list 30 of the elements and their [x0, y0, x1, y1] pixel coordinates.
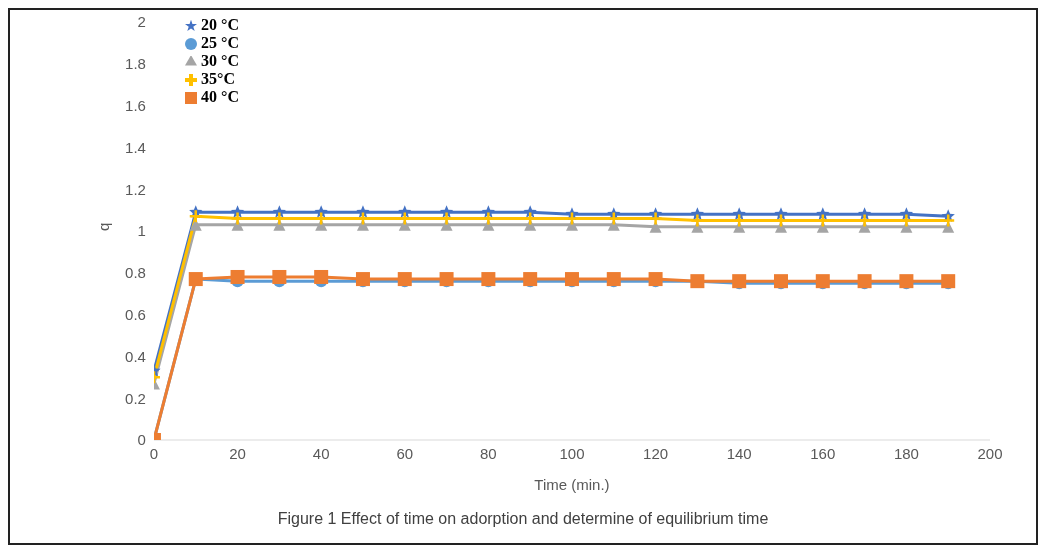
x-tick-label: 20 — [229, 444, 246, 462]
x-tick-label: 100 — [559, 444, 585, 462]
y-axis-title: q — [95, 222, 113, 231]
x-axis-title: Time (min.) — [534, 476, 610, 493]
y-tick-label: 0.4 — [125, 347, 146, 365]
y-tick-label: 0.2 — [125, 389, 146, 407]
x-tick-label: 40 — [312, 444, 330, 462]
y-tick-label: 1.6 — [125, 96, 146, 114]
caption: Figure 1 Effect of time on adorption and determine of equilibrium time — [276, 510, 770, 528]
y-tick-label: 1.2 — [125, 180, 146, 198]
legend-label: 40 °C — [201, 88, 239, 105]
x-tick-label: 120 — [643, 444, 669, 462]
x-tick-label: 160 — [810, 444, 836, 462]
x-tick-label: 80 — [480, 444, 497, 462]
x-tick-label: 0 — [149, 444, 159, 462]
y-tick-label: 0.8 — [125, 264, 146, 282]
y-tick-label: 0.6 — [125, 305, 146, 323]
x-tick-label: 60 — [396, 444, 414, 462]
x-tick-label: 180 — [893, 444, 919, 462]
legend-label: 35°C — [201, 70, 235, 87]
x-tick-label: 140 — [726, 444, 752, 462]
y-tick-label: 0 — [137, 431, 146, 449]
legend-label: 25 °C — [201, 34, 239, 51]
y-tick-label: 1 — [137, 222, 146, 240]
y-tick-label: 1.4 — [125, 138, 146, 156]
legend-label: 30 °C — [201, 52, 239, 69]
legend-label: 20 °C — [201, 16, 239, 33]
y-tick-label: 2 — [137, 13, 146, 31]
y-tick-label: 1.8 — [125, 55, 146, 73]
x-tick-label: 200 — [977, 444, 1003, 462]
